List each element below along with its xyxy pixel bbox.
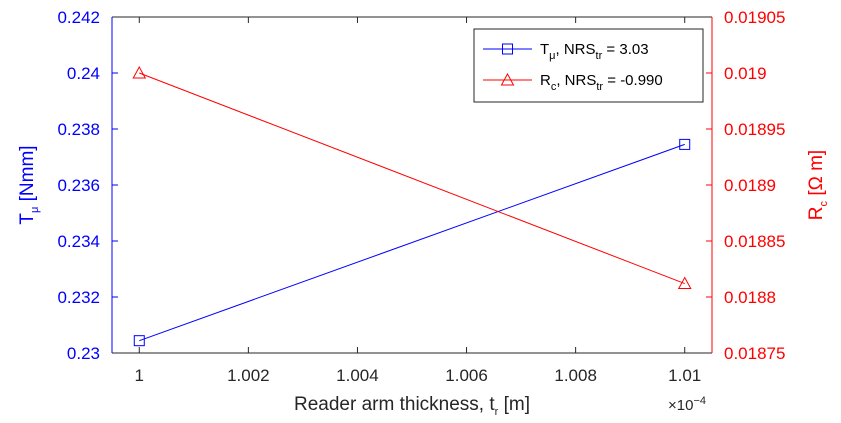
x-tick-label: 1.01 [668, 366, 701, 385]
right-y-tick-label: 0.01895 [724, 120, 785, 139]
legend: Tμ, NRStr = 3.03 Rc, NRStr = -0.990 [473, 28, 704, 103]
x-tick-label: 1.002 [227, 366, 270, 385]
right-y-tick-label: 0.01885 [724, 232, 785, 251]
right-y-tick-label: 0.0189 [724, 176, 776, 195]
data-point-square [679, 138, 691, 150]
x-tick-label: 1.004 [336, 366, 379, 385]
left-y-ticks: 0.23 0.232 0.234 0.236 0.238 0.24 0.242 [57, 8, 118, 363]
data-point-triangle [677, 276, 692, 290]
x-axis-label: Reader arm thickness, tr [m] [294, 394, 530, 418]
x-tick-label: 1 [135, 366, 144, 385]
left-y-tick-label: 0.238 [57, 120, 100, 139]
right-y-tick-label: 0.019 [724, 64, 767, 83]
plot-frame [111, 16, 713, 354]
left-y-tick-label: 0.232 [57, 288, 100, 307]
series-layer [132, 65, 692, 347]
legend-triangle-marker [500, 72, 515, 86]
legend-box [473, 28, 704, 103]
right-y-tick-label: 0.0188 [724, 288, 776, 307]
right-y-tick-label: 0.01905 [724, 8, 785, 27]
legend-square-marker [502, 43, 513, 55]
series-line-resistance [139, 72, 685, 285]
x-tick-label: 1.006 [445, 366, 488, 385]
legend-label-resistance: Rc, NRStr = -0.990 [540, 72, 663, 93]
right-y-ticks: 0.01875 0.0188 0.01885 0.0189 0.01895 0.019 0.… [706, 8, 785, 363]
x-tick-label: 1.008 [554, 366, 597, 385]
data-point-square [133, 335, 145, 347]
left-y-tick-label: 0.242 [57, 8, 100, 27]
legend-entry-resistance: Rc, NRStr = -0.990 [483, 72, 663, 93]
left-y-axis-label: Tμ [Nmm] [17, 145, 41, 224]
right-y-tick-label: 0.01875 [724, 344, 785, 363]
left-y-tick-label: 0.23 [67, 344, 100, 363]
left-y-tick-label: 0.236 [57, 176, 100, 195]
left-y-tick-label: 0.234 [57, 232, 100, 251]
x-axis-multiplier: ×10−4 [668, 395, 706, 414]
x-ticks: 1 1.002 1.004 1.006 1.008 1.01 [135, 17, 701, 385]
legend-label-torque: Tμ, NRStr = 3.03 [540, 41, 649, 62]
left-y-tick-label: 0.24 [67, 64, 100, 83]
right-y-axis-label: Rc [Ω m] [806, 150, 830, 220]
legend-entry-torque: Tμ, NRStr = 3.03 [483, 41, 649, 62]
series-line-torque [139, 143, 685, 342]
data-point-triangle [132, 65, 147, 79]
